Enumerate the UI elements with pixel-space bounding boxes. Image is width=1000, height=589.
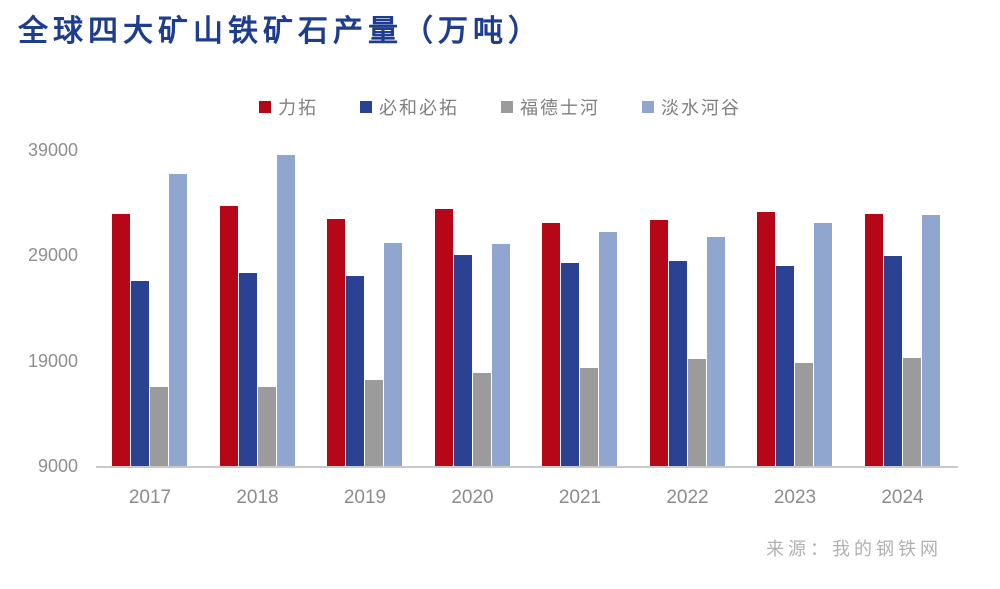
bar-fortescue-2024 bbox=[902, 357, 921, 466]
x-tick-label-2019: 2019 bbox=[343, 487, 387, 508]
legend-label-vale: 淡水河谷 bbox=[661, 98, 741, 119]
bar-rio-tinto-2018 bbox=[219, 205, 238, 466]
bar-group-2024 bbox=[864, 150, 941, 466]
bar-fortescue-2023 bbox=[795, 362, 813, 466]
bar-fortescue-2021 bbox=[580, 368, 598, 466]
bar-rio-tinto-2019 bbox=[327, 218, 345, 466]
bar-bhp-2017 bbox=[131, 280, 149, 466]
bar-vale-2019 bbox=[384, 242, 402, 466]
bar-bhp-2024 bbox=[883, 256, 902, 466]
legend-item-vale: 淡水河谷 bbox=[642, 94, 741, 120]
bar-group-2017 bbox=[112, 150, 188, 466]
bar-group-2018 bbox=[219, 150, 296, 466]
bar-rio-tinto-2021 bbox=[542, 222, 560, 466]
y-tick-label-9000: 9000 bbox=[37, 456, 78, 476]
bar-vale-2024 bbox=[921, 215, 940, 466]
x-tick-label-2021: 2021 bbox=[558, 487, 602, 508]
bar-bhp-2019 bbox=[346, 276, 364, 466]
x-tick-label-2020: 2020 bbox=[451, 487, 494, 508]
bar-group-2023 bbox=[757, 150, 833, 466]
bar-bhp-2023 bbox=[776, 265, 794, 466]
x-tick-label-2018: 2018 bbox=[236, 487, 279, 508]
bar-fortescue-2019 bbox=[365, 379, 383, 466]
bar-rio-tinto-2017 bbox=[112, 214, 130, 466]
bar-vale-2020 bbox=[491, 243, 510, 466]
legend-swatch-bhp bbox=[360, 101, 372, 113]
plot-area bbox=[98, 150, 958, 466]
bar-group-2019 bbox=[327, 150, 403, 466]
y-tick-label-39000: 39000 bbox=[27, 140, 78, 160]
bar-rio-tinto-2023 bbox=[757, 212, 775, 466]
bar-bhp-2021 bbox=[561, 262, 579, 466]
bar-bhp-2022 bbox=[668, 260, 687, 466]
bar-rio-tinto-2020 bbox=[434, 209, 453, 466]
y-tick-label-29000: 29000 bbox=[27, 245, 78, 266]
source-note: 来源：我的钢铁网 bbox=[766, 539, 942, 560]
bar-fortescue-2017 bbox=[150, 387, 168, 466]
bar-vale-2023 bbox=[814, 222, 832, 466]
bar-bhp-2018 bbox=[238, 273, 257, 466]
y-tick-label-19000: 19000 bbox=[27, 350, 78, 371]
bar-group-2021 bbox=[542, 150, 618, 466]
legend-label-fortescue: 福德士河 bbox=[520, 98, 600, 119]
legend-label-bhp: 必和必拓 bbox=[379, 98, 459, 119]
bar-group-2022 bbox=[649, 150, 726, 466]
legend-item-bhp: 必和必拓 bbox=[360, 94, 459, 120]
x-tick-label-2022: 2022 bbox=[666, 487, 709, 508]
bar-vale-2022 bbox=[706, 237, 725, 466]
bar-rio-tinto-2022 bbox=[649, 219, 668, 466]
x-tick-label-2024: 2024 bbox=[881, 487, 924, 508]
bar-fortescue-2022 bbox=[687, 358, 706, 466]
bar-rio-tinto-2024 bbox=[864, 214, 883, 466]
bar-vale-2021 bbox=[599, 232, 617, 466]
x-axis-line bbox=[96, 466, 958, 468]
bar-vale-2018 bbox=[276, 155, 295, 466]
bar-fortescue-2020 bbox=[472, 373, 491, 466]
x-tick-label-2023: 2023 bbox=[773, 487, 817, 508]
bar-fortescue-2018 bbox=[257, 387, 276, 466]
legend-swatch-rio-tinto bbox=[259, 101, 271, 113]
legend: 力拓 必和必拓 福德士河 淡水河谷 bbox=[0, 94, 1000, 120]
legend-item-rio-tinto: 力拓 bbox=[259, 94, 318, 120]
bar-group-2020 bbox=[434, 150, 511, 466]
x-tick-label-2017: 2017 bbox=[128, 487, 172, 508]
legend-swatch-vale bbox=[642, 101, 654, 113]
legend-swatch-fortescue bbox=[501, 101, 513, 113]
chart-title: 全球四大矿山铁矿石产量（万吨） bbox=[18, 14, 543, 49]
legend-label-rio-tinto: 力拓 bbox=[278, 98, 318, 119]
legend-item-fortescue: 福德士河 bbox=[501, 94, 600, 120]
bar-bhp-2020 bbox=[453, 255, 472, 466]
bar-vale-2017 bbox=[169, 174, 187, 466]
